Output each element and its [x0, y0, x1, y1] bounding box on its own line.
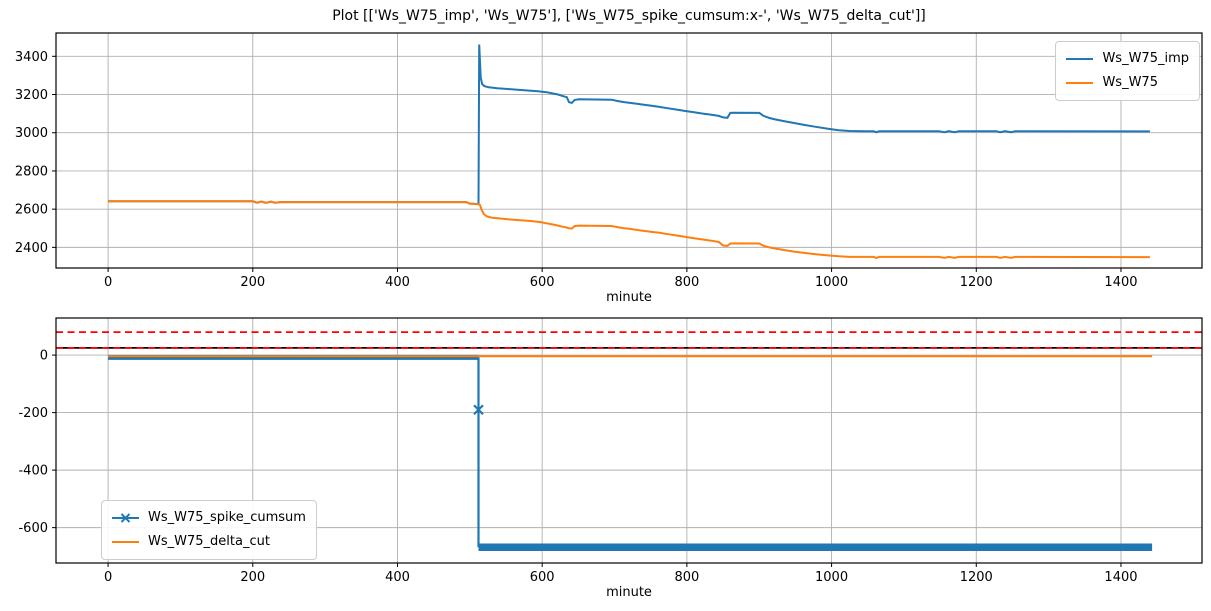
y-tick-label: 0 — [40, 349, 48, 364]
series-Ws_W75 — [108, 200, 1150, 259]
line-x-marker-sample-icon — [112, 513, 139, 523]
legend-item: Ws_W75_delta_cut — [111, 530, 306, 554]
top-chart: 0 200 400 600 800 1000 1200 1400 2400 2600 2800 300… — [15, 32, 1203, 290]
x-tick-label: 600 — [530, 570, 555, 585]
x-tick-label: 1000 — [815, 570, 848, 585]
y-tick-label: 3200 — [15, 88, 48, 103]
axes-spines — [55, 317, 1203, 564]
bottom-xaxis-label: minute — [606, 585, 652, 600]
legend-label: Ws_W75 — [1102, 75, 1158, 90]
legend-label: Ws_W75_delta_cut — [148, 534, 270, 549]
line-sample-icon — [1066, 58, 1094, 60]
x-tick-label: 400 — [385, 275, 410, 290]
axes-spines — [55, 32, 1203, 269]
x-tick-label: 800 — [674, 570, 699, 585]
y-tick-label: 3000 — [15, 126, 48, 141]
y-tick-label: -400 — [18, 464, 48, 479]
y-tick-label: 3400 — [15, 50, 48, 65]
x-tick-label: 200 — [240, 275, 265, 290]
x-tick-label: 1200 — [960, 275, 993, 290]
x-tick-label: 1000 — [815, 275, 848, 290]
y-tick-label: 2400 — [15, 241, 48, 256]
x-tick-label: 0 — [104, 570, 112, 585]
line-sample-icon — [112, 541, 139, 543]
line-sample-icon — [1066, 82, 1094, 84]
x-tick-label: 0 — [104, 275, 112, 290]
x-tick-label: 1400 — [1104, 275, 1137, 290]
x-tick-label: 400 — [385, 570, 410, 585]
top-xaxis-label: minute — [606, 290, 652, 305]
plot-title: Plot [['Ws_W75_imp', 'Ws_W75'], ['Ws_W75… — [332, 8, 926, 24]
legend-label: Ws_W75_spike_cumsum — [148, 510, 306, 525]
x-tick-label: 200 — [240, 570, 265, 585]
x-tick-label: 1400 — [1104, 570, 1137, 585]
legend-item: Ws_W75_imp — [1065, 47, 1189, 71]
series-Ws_W75_imp — [108, 44, 1150, 205]
y-tick-label: -600 — [18, 521, 48, 536]
legend-bottom: Ws_W75_spike_cumsum Ws_W75_delta_cut — [101, 500, 317, 560]
y-tick-label: 2800 — [15, 164, 48, 179]
x-tick-label: 1200 — [960, 570, 993, 585]
x-marker — [473, 404, 484, 416]
legend-item: Ws_W75 — [1065, 71, 1189, 95]
legend-top: Ws_W75_imp Ws_W75 — [1055, 41, 1200, 101]
x-tick-label: 600 — [530, 275, 555, 290]
x-tick-label: 800 — [674, 275, 699, 290]
bottom-chart: 0 200 400 600 800 1000 1200 1400 0 -200 -400 -600 — [18, 317, 1203, 585]
legend-item: Ws_W75_spike_cumsum — [111, 506, 306, 530]
legend-label: Ws_W75_imp — [1102, 51, 1189, 66]
y-tick-label: -200 — [18, 406, 48, 421]
y-tick-label: 2600 — [15, 203, 48, 218]
